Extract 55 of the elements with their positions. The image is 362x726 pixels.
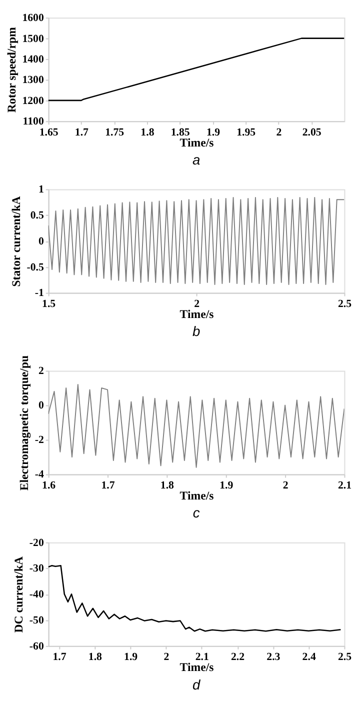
text: c xyxy=(192,506,200,521)
x-tick-label: 1.8 xyxy=(160,480,175,492)
x-tick-label: 1.95 xyxy=(236,126,256,138)
x-tick-label: 1.7 xyxy=(52,651,67,664)
y-tick-label: 1600 xyxy=(22,12,44,24)
y-tick-label: 1300 xyxy=(22,74,44,86)
x-tick-label: 1.75 xyxy=(105,126,125,138)
y-tick-label: 1500 xyxy=(22,32,44,45)
x-tick-label: 1.9 xyxy=(124,651,138,664)
y-axis-title: Stator current/kA xyxy=(8,196,23,287)
x-tick-label: 2.5 xyxy=(338,298,352,310)
x-tick-label: 1.8 xyxy=(140,126,155,138)
text: d xyxy=(192,677,202,692)
x-tick-label: 1.65 xyxy=(39,126,59,138)
y-tick-label: 0 xyxy=(38,400,44,412)
y-tick-label: -30 xyxy=(29,562,44,575)
y-tick-label: 1100 xyxy=(22,116,44,128)
line-series xyxy=(48,384,344,468)
x-tick-label: 2.3 xyxy=(266,651,281,664)
y-tick-label: 0 xyxy=(38,235,44,248)
x-tick-label: 1.7 xyxy=(101,480,116,492)
x-tick-label: 1.6 xyxy=(42,480,56,492)
y-tick-label: -0.5 xyxy=(26,261,44,274)
y-axis-title: Rotor speed/rpm xyxy=(4,26,18,113)
y-tick-label: -4 xyxy=(34,468,44,481)
y-tick-label: -2 xyxy=(34,434,44,446)
line-series xyxy=(48,565,342,632)
y-tick-label: 0.5 xyxy=(30,210,44,222)
x-axis-title: Time/s xyxy=(180,488,214,502)
y-tick-label: 1 xyxy=(38,184,44,196)
line-series xyxy=(48,197,344,285)
y-tick-label: -1 xyxy=(34,287,44,300)
y-tick-label: 2 xyxy=(38,365,44,378)
y-tick-label: 1400 xyxy=(22,53,44,66)
x-tick-label: 1.9 xyxy=(220,480,234,492)
y-tick-label: -20 xyxy=(29,536,44,549)
y-tick-label: -40 xyxy=(29,588,44,601)
y-tick-label: -50 xyxy=(29,614,44,626)
x-tick-label: 2 xyxy=(164,651,170,664)
x-tick-label: 2.4 xyxy=(302,651,316,664)
x-tick-label: 2 xyxy=(282,480,288,492)
x-tick-label: 1.5 xyxy=(42,298,56,310)
y-axis-title: DC current/kA xyxy=(12,556,26,633)
x-tick-label: 2 xyxy=(276,126,282,138)
text: b xyxy=(192,324,200,340)
x-tick-label: 2.05 xyxy=(302,126,322,138)
y-tick-label: 1200 xyxy=(22,94,44,107)
x-tick-label: 1.7 xyxy=(74,126,90,138)
text: a xyxy=(192,152,200,168)
x-tick-label: 2.2 xyxy=(231,651,245,664)
y-tick-label: -60 xyxy=(29,640,44,652)
y-axis-title: Electromagnetic torque/pu xyxy=(16,354,31,491)
x-tick-label: 2.1 xyxy=(338,480,352,492)
x-tick-label: 2.5 xyxy=(338,651,352,664)
x-tick-label: 1.8 xyxy=(88,651,103,664)
